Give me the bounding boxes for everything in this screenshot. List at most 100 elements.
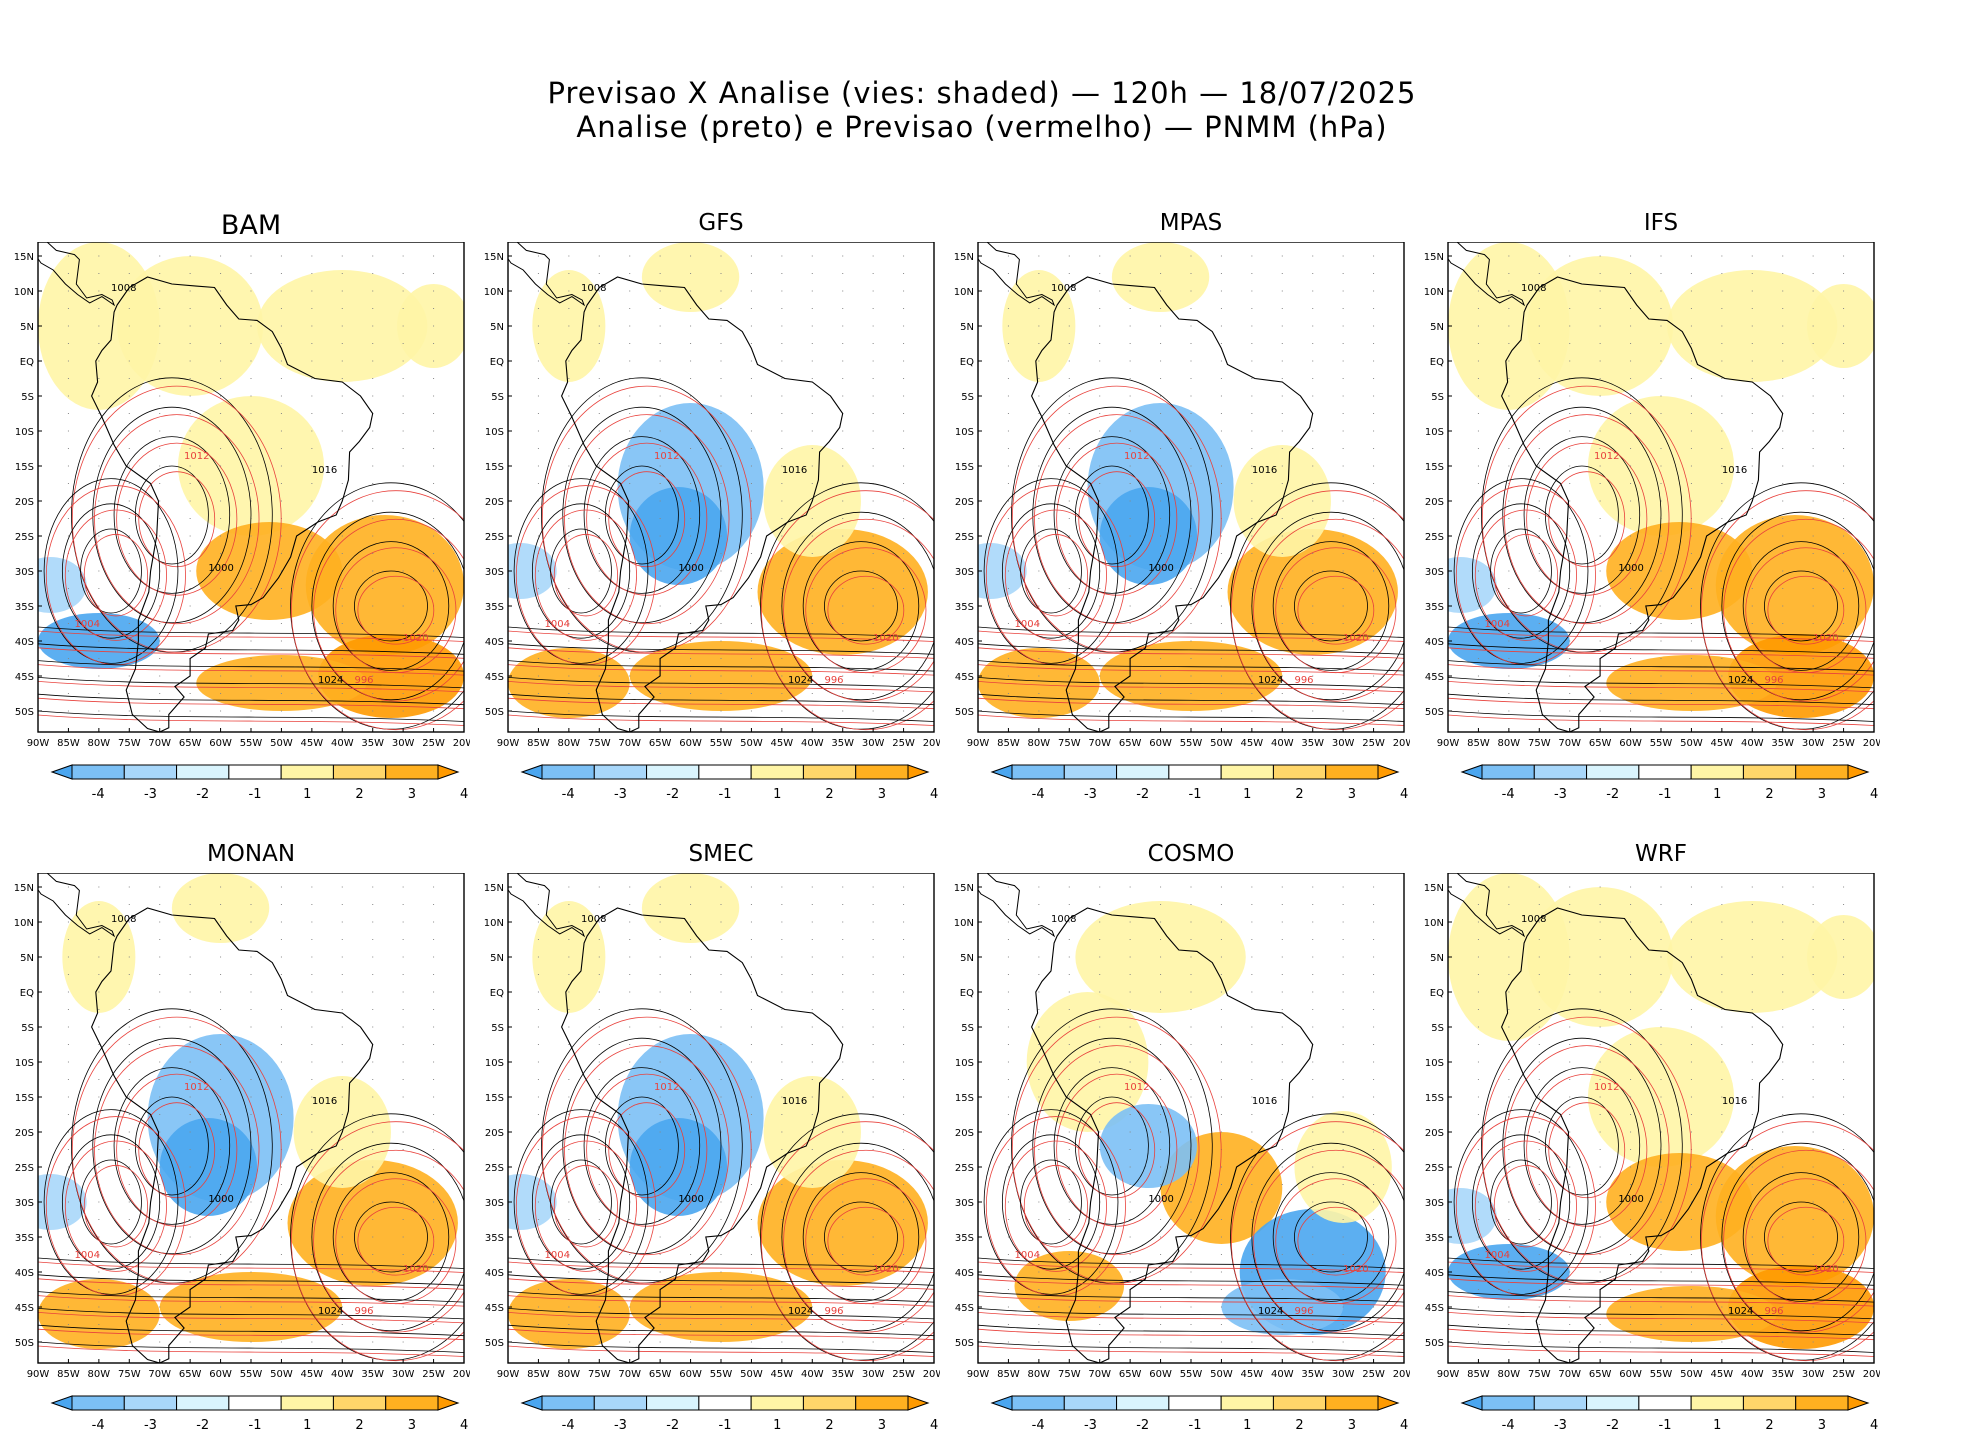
panel-wrf-colorbar-left-arrow [1460,1395,1483,1411]
analysis-isobar [978,710,1404,722]
lat-label: EQ [490,988,504,999]
panel-monan-colorbar-label: 3 [408,1418,416,1433]
forecast-isobar [38,1295,464,1307]
analysis-isobar [1448,1257,1874,1269]
lon-label: 60W [1619,1369,1642,1380]
bias-shading [38,557,87,613]
bias-shading [1807,915,1874,999]
forecast-isobar [1231,1121,1404,1362]
forecast-isobar [534,1140,637,1272]
forecast-isobar [508,1312,934,1324]
forecast-isobar [1448,697,1874,710]
panel-smec-colorbar-swatch [802,1395,857,1411]
south-america-coastline [90,276,374,732]
analysis-isobar [978,1341,1404,1353]
isobar-label: 1000 [678,563,703,574]
analysis-isobar [978,1324,1404,1337]
forecast-isobar [508,1345,934,1357]
lat-label: 15S [15,1093,34,1104]
lat-label: 10N [954,918,974,929]
analysis-isobar [978,677,1404,689]
panel-monan-colorbar-label: -3 [144,1418,157,1433]
panel-wrf-colorbar-swatch [1690,1395,1744,1411]
bias-shading [287,1160,458,1286]
analysis-isobar [1448,1341,1874,1353]
analysis-isobar [508,1257,934,1269]
lon-label: 40W [1741,1369,1764,1380]
isobar-label: 1020 [1343,633,1368,644]
analysis-isobar [983,478,1119,664]
analysis-isobar [38,643,464,655]
lon-label: 85W [527,738,550,749]
lat-label: 5N [1430,953,1444,964]
panel-gfs-colorbar-swatch [541,764,595,780]
analysis-isobar [1001,503,1101,639]
lat-label: EQ [490,357,504,368]
analysis-isobar [531,1134,631,1270]
lon-label: 35W [1301,738,1324,749]
panel-wrf-colorbar-label: -3 [1554,1418,1567,1433]
panel-smec-colorbar-swatch [593,1395,648,1411]
panel-ifs-colorbar-label: -3 [1554,787,1567,802]
forecast-isobar [783,518,934,702]
panel-mpas-colorbar-label: -3 [1084,787,1097,802]
isobar-label: 996 [354,1306,373,1317]
isobar-label: 1008 [1051,283,1076,294]
lat-label: 15N [14,252,34,263]
analysis-isobar [1448,643,1874,655]
panel-title-gfs: GFS [698,210,744,236]
isobar-label: 1020 [1813,1264,1838,1275]
forecast-isobar [1701,490,1874,731]
forecast-isobar [357,1206,435,1276]
forecast-isobar [1448,1261,1874,1273]
panel-monan-colorbar-right-arrow [437,1395,460,1411]
forecast-isobar [508,664,934,676]
lat-label: 10N [484,918,504,929]
forecast-isobar [1504,1045,1670,1256]
panel-monan-colorbar-swatch [280,1395,334,1411]
forecast-isobar [1078,1102,1156,1199]
panel-monan-colorbar: -4 -3 -2 -1 1 2 3 4 [50,1395,468,1433]
isobar-label: 1000 [1618,563,1643,574]
panel-smec-colorbar-swatch [750,1395,804,1411]
lon-label: 20W [1863,738,1880,749]
lat-label: 5N [20,953,34,964]
analysis-isobar [1448,626,1874,638]
central-america-coastline [978,873,1056,938]
panel-gfs-colorbar-right-arrow [907,764,930,780]
lon-label: 90W [497,1369,520,1380]
lat-label: 10N [14,918,34,929]
panel-bam-colorbar-label: 1 [303,787,311,802]
forecast-isobar [71,385,282,653]
lon-label: 50W [1680,1369,1703,1380]
panel-bam-colorbar-swatch [71,764,125,780]
lat-label: 45S [15,672,34,683]
isobar-label: 1004 [545,1250,570,1261]
forecast-isobar [508,647,934,659]
panel-bam-colorbar-label: 2 [355,787,363,802]
lon-label: 70W [1558,1369,1581,1380]
map-wrf: 1008 1012 1016 1020 1024 1004 1000 996 15N 10N 5N E… [1424,873,1880,1380]
lon-label: 55W [240,738,263,749]
analysis-isobar [38,626,464,638]
lon-label: 20W [453,738,470,749]
lat-label: 30S [955,1198,974,1209]
lat-label: 15S [955,462,974,473]
forecast-isobar [1034,1045,1200,1256]
lat-label: 5N [490,953,504,964]
lat-label: 25S [15,1163,34,1174]
lat-label: 10S [15,427,34,438]
lon-label: 65W [1119,738,1142,749]
lat-label: 25S [485,532,504,543]
analysis-isobar [92,1037,252,1255]
analysis-isobar [38,677,464,689]
analysis-isobar [38,710,464,722]
panel-smec-colorbar-label: 2 [825,1418,833,1433]
panel-wrf-colorbar: -4 -3 -2 -1 1 2 3 4 [1460,1395,1878,1433]
forecast-isobar [508,1328,934,1341]
lon-label: 30W [1332,738,1355,749]
analysis-isobar [1053,1067,1171,1225]
lon-label: 70W [1088,1369,1111,1380]
panel-cosmo-colorbar-label: 4 [1400,1418,1408,1433]
forecast-isobar [978,714,1404,726]
